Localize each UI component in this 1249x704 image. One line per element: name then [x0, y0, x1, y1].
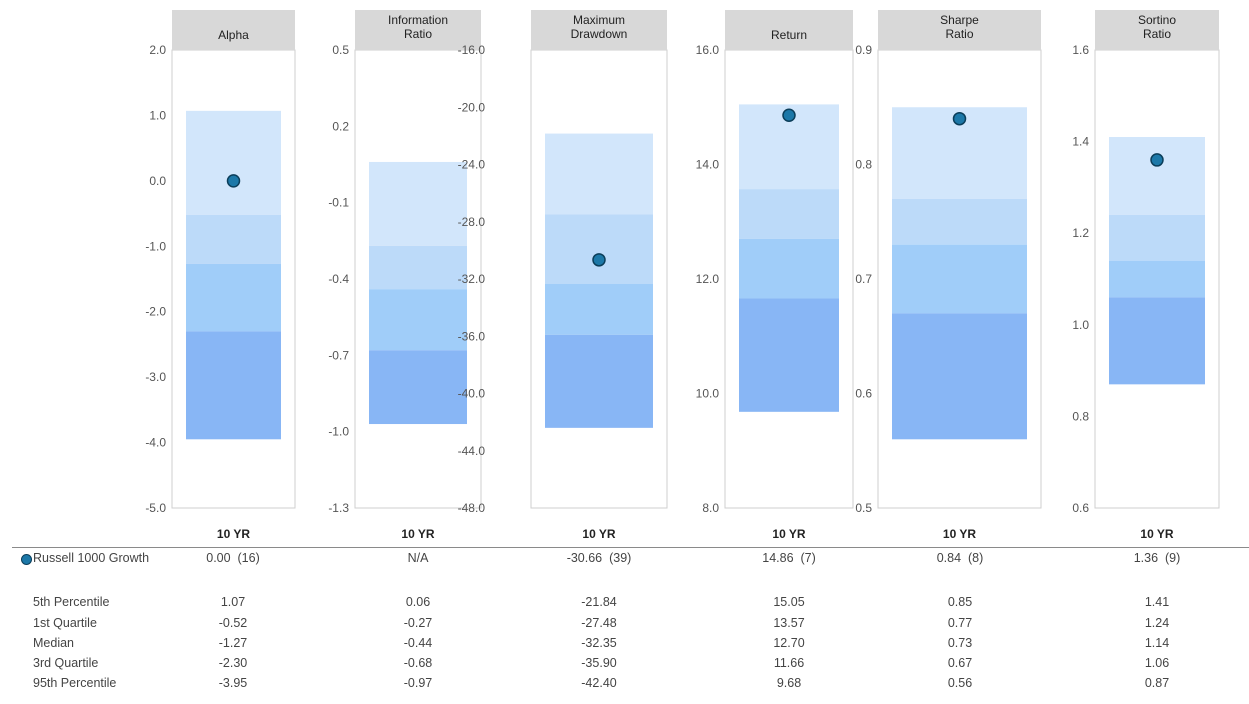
band-q1-median-sortino-ratio: [1109, 214, 1205, 261]
y-tick-label-maximum-drawdown: -24.0: [458, 158, 486, 172]
chart-maximum-drawdown: Maximum Drawdown -16.0 -20.0 -24.0 -28.0 -32.0…: [458, 10, 668, 515]
y-tick-label-return: 12.0: [696, 272, 720, 286]
y-tick-label-sortino-ratio: 0.6: [1072, 501, 1089, 515]
band-q1-median-return: [739, 189, 839, 239]
band-q1-median-maximum-drawdown: [545, 214, 653, 285]
y-tick-label-information-ratio: 0.5: [332, 43, 349, 57]
band-median-q3-information-ratio: [369, 289, 467, 351]
y-tick-label-information-ratio: 0.2: [332, 119, 349, 133]
band-q3-p95-sortino-ratio: [1109, 297, 1205, 385]
band-q3-p95-information-ratio: [369, 350, 467, 425]
y-tick-label-alpha: -1.0: [145, 239, 166, 253]
band-q3-p95-maximum-drawdown: [545, 334, 653, 428]
band-median-q3-maximum-drawdown: [545, 284, 653, 335]
y-tick-label-maximum-drawdown: -40.0: [458, 387, 486, 401]
y-tick-label-alpha: -3.0: [145, 370, 166, 384]
y-tick-label-sharpe-ratio: 0.5: [855, 501, 872, 515]
y-tick-label-information-ratio: -0.7: [328, 348, 349, 362]
chart-alpha: Alpha 2.0 1.0 0.0 -1.0 -2.0 -3.0 -4.0 -5.0: [145, 10, 296, 515]
y-tick-label-sharpe-ratio: 0.6: [855, 387, 872, 401]
y-tick-label-maximum-drawdown: -16.0: [458, 43, 486, 57]
chart-return: Return 16.0 14.0 12.0 10.0 8.0: [696, 10, 854, 515]
period-label-maximum-drawdown: 10 YR: [582, 527, 615, 541]
band-median-q3-sortino-ratio: [1109, 260, 1205, 298]
band-median-q3-return: [739, 238, 839, 299]
y-tick-label-sortino-ratio: 1.2: [1072, 226, 1089, 240]
y-tick-label-alpha: -5.0: [145, 501, 166, 515]
benchmark-marker-sharpe-ratio: [952, 111, 967, 126]
band-q1-median-information-ratio: [369, 245, 467, 290]
band-median-q3-alpha: [186, 263, 281, 332]
band-q3-p95-return: [739, 298, 839, 412]
band-p5-q1-maximum-drawdown: [545, 133, 653, 215]
y-tick-label-return: 14.0: [696, 158, 720, 172]
y-tick-label-maximum-drawdown: -36.0: [458, 329, 486, 343]
y-tick-label-sharpe-ratio: 0.7: [855, 272, 872, 286]
y-tick-label-maximum-drawdown: -32.0: [458, 272, 486, 286]
chart-header-return: [725, 10, 853, 50]
y-tick-label-sharpe-ratio: 0.9: [855, 43, 872, 57]
band-p5-q1-sortino-ratio: [1109, 137, 1205, 215]
y-tick-label-alpha: 2.0: [149, 43, 166, 57]
period-label-information-ratio: 10 YR: [401, 527, 434, 541]
band-p5-q1-alpha: [186, 110, 281, 215]
band-q3-p95-sharpe-ratio: [892, 313, 1027, 440]
period-label-alpha: 10 YR: [217, 527, 250, 541]
band-p5-q1-information-ratio: [369, 161, 467, 246]
chart-sortino-ratio: Sortino Ratio 1.6 1.4 1.2 1.0 0.8 0.6: [1072, 10, 1220, 515]
chart-header-maximum-drawdown: [531, 10, 667, 50]
y-tick-label-maximum-drawdown: -48.0: [458, 501, 486, 515]
benchmark-marker-return: [782, 108, 796, 123]
y-tick-label-information-ratio: -1.0: [328, 425, 349, 439]
benchmark-marker-sortino-ratio: [1150, 153, 1164, 167]
chart-header-sharpe-ratio: [878, 10, 1041, 50]
chart-header-information-ratio: [355, 10, 481, 50]
band-median-q3-sharpe-ratio: [892, 244, 1027, 314]
period-label-return: 10 YR: [772, 527, 805, 541]
y-tick-label-alpha: -2.0: [145, 305, 166, 319]
y-tick-label-alpha: 0.0: [149, 174, 166, 188]
y-tick-label-sortino-ratio: 0.8: [1072, 409, 1089, 423]
chart-header-alpha: [172, 10, 295, 50]
period-label-sortino-ratio: 10 YR: [1140, 527, 1173, 541]
chart-sharpe-ratio: Sharpe Ratio 0.9 0.8 0.7 0.6 0.5: [855, 10, 1042, 515]
band-q1-median-alpha: [186, 214, 281, 264]
benchmark-marker-alpha: [226, 174, 241, 188]
chart-title-maximum-drawdown: Maximum Drawdown: [571, 13, 628, 41]
y-tick-label-alpha: -4.0: [145, 436, 166, 450]
band-q3-p95-alpha: [186, 331, 281, 440]
chart-title-sortino-ratio: Sortino Ratio: [1138, 13, 1176, 41]
y-tick-label-sortino-ratio: 1.4: [1072, 135, 1089, 149]
chart-title-alpha: Alpha: [218, 28, 249, 42]
y-tick-label-information-ratio: -0.4: [328, 272, 349, 286]
y-tick-label-maximum-drawdown: -44.0: [458, 444, 486, 458]
y-tick-label-alpha: 1.0: [149, 108, 166, 122]
chart-information-ratio: Information Ratio 0.5 0.2 -0.1 -0.4 -0.7 -1.0 -1…: [328, 10, 482, 515]
y-tick-label-information-ratio: -0.1: [328, 196, 349, 210]
y-tick-label-maximum-drawdown: -20.0: [458, 100, 486, 114]
chart-header-sortino-ratio: [1095, 10, 1219, 50]
y-tick-label-sharpe-ratio: 0.8: [855, 158, 872, 172]
y-tick-label-sortino-ratio: 1.6: [1072, 43, 1089, 57]
y-tick-label-information-ratio: -1.3: [328, 501, 349, 515]
y-tick-label-return: 8.0: [702, 501, 719, 515]
chart-title-sharpe-ratio: Sharpe Ratio: [940, 13, 979, 41]
benchmark-marker-maximum-drawdown: [592, 253, 606, 267]
chart-title-return: Return: [771, 28, 807, 42]
y-tick-label-return: 10.0: [696, 387, 720, 401]
period-label-sharpe-ratio: 10 YR: [943, 527, 976, 541]
y-tick-label-return: 16.0: [696, 43, 720, 57]
y-tick-label-sortino-ratio: 1.0: [1072, 318, 1089, 332]
chart-title-information-ratio: Information Ratio: [388, 13, 448, 41]
y-tick-label-maximum-drawdown: -28.0: [458, 215, 486, 229]
band-q1-median-sharpe-ratio: [892, 198, 1027, 245]
